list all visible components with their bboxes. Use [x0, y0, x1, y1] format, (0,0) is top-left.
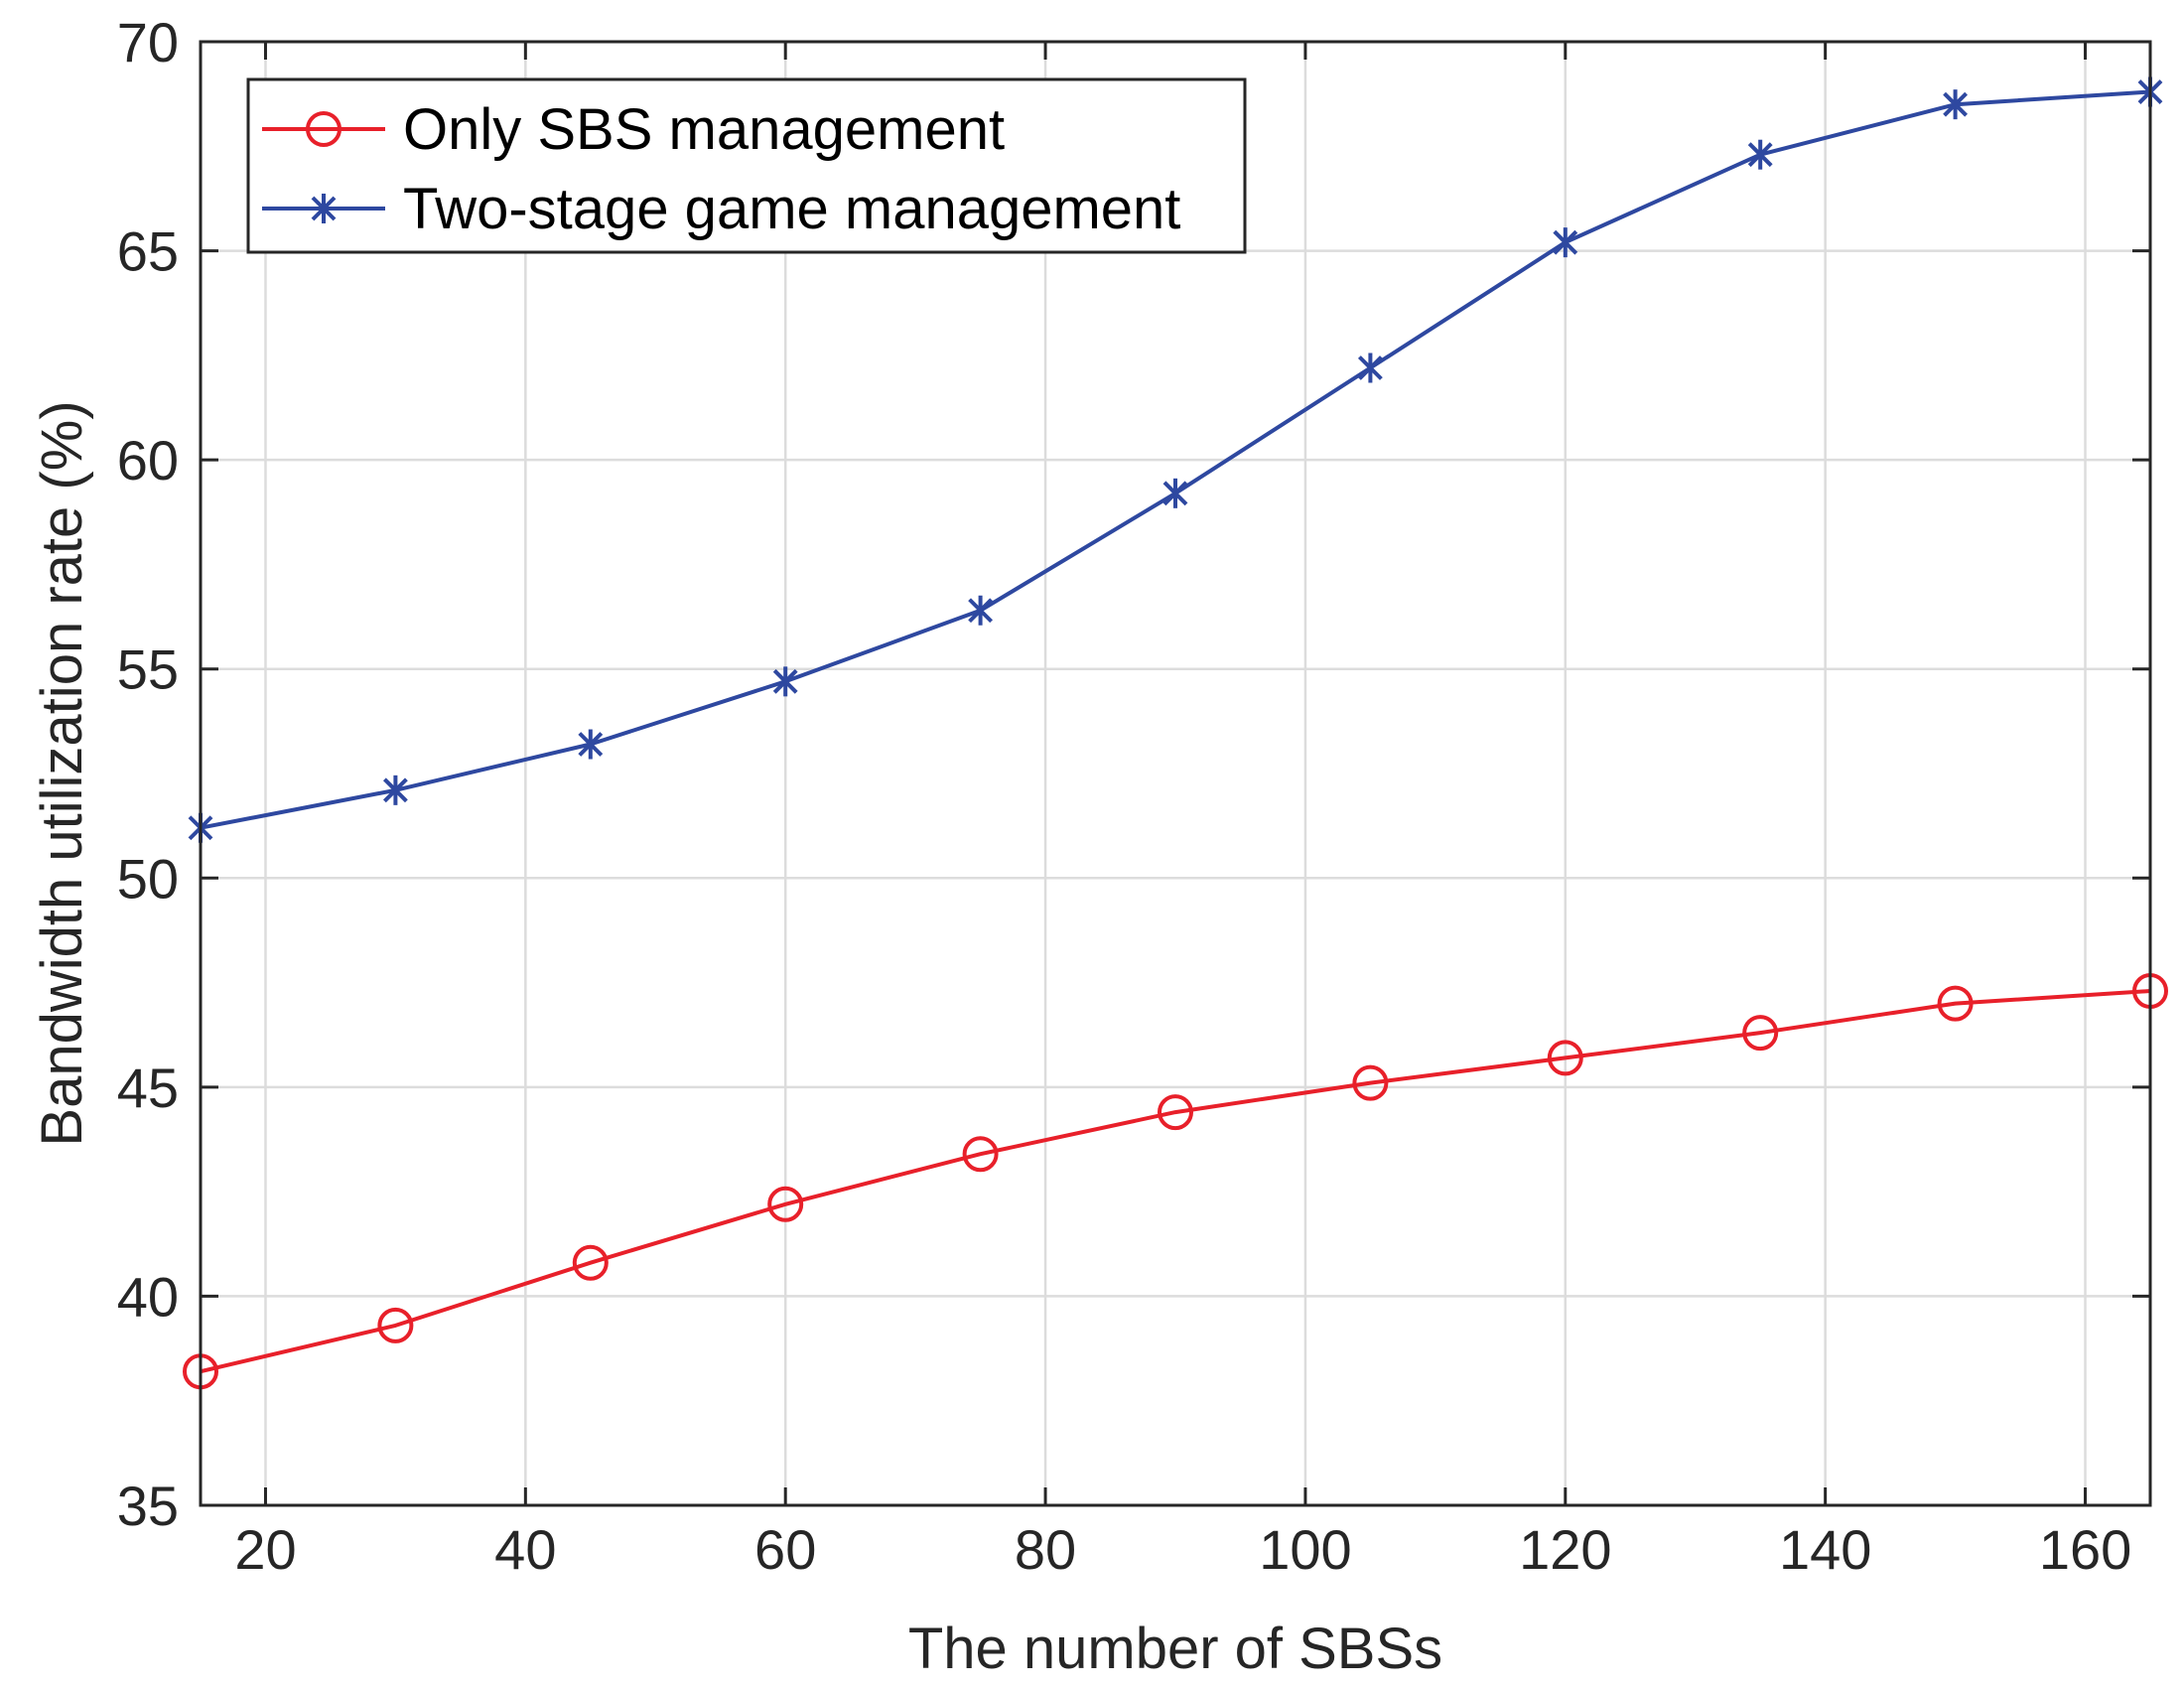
data-point-series-1 — [968, 595, 994, 626]
x-tick-label: 120 — [1519, 1518, 1611, 1581]
data-point-series-1 — [1553, 227, 1578, 258]
legend: Only SBS management Two-stage game manag… — [246, 77, 1247, 254]
series-layer — [183, 76, 2168, 1390]
y-tick-label: 65 — [117, 220, 179, 283]
data-point-series-1 — [578, 729, 604, 760]
x-tick-label: 100 — [1259, 1518, 1351, 1581]
series-line-0 — [200, 989, 2151, 1374]
y-tick-label: 45 — [117, 1056, 179, 1119]
legend-entry-only-sbs: Only SBS management — [403, 97, 1005, 162]
y-tick-label: 50 — [117, 847, 179, 910]
y-tick-label: 35 — [117, 1475, 179, 1537]
x-tick-label: 80 — [1015, 1518, 1076, 1581]
data-point-series-1 — [1747, 139, 1773, 170]
data-point-series-1 — [772, 666, 798, 697]
legend-entry-two-stage: Two-stage game management — [403, 177, 1180, 241]
data-point-series-0 — [962, 1136, 999, 1173]
y-tick-label: 60 — [117, 429, 179, 492]
x-tick-label: 140 — [1779, 1518, 1871, 1581]
data-point-series-0 — [572, 1244, 609, 1281]
y-axis-label: Bandwidth utilization rate (%) — [30, 400, 94, 1146]
y-tick-label: 55 — [117, 638, 179, 701]
plot-frame — [199, 40, 2152, 1507]
x-tick-label: 160 — [2039, 1518, 2131, 1581]
data-point-series-1 — [1943, 89, 1969, 120]
x-axis-label: The number of SBSs — [908, 1617, 1442, 1681]
legend-marker-two-stage — [311, 194, 337, 223]
data-point-series-0 — [377, 1307, 414, 1343]
data-point-series-0 — [1547, 1040, 1583, 1076]
legend-marker-glyph — [306, 111, 341, 147]
legend-marker-glyph — [311, 194, 337, 223]
y-tick-label: 70 — [117, 11, 179, 73]
y-tick-label: 40 — [117, 1265, 179, 1328]
tick-labels: 20 40 60 80 100 120 140 160 35 40 45 50 55 60 65 70 — [117, 11, 2132, 1581]
x-tick-label: 60 — [754, 1518, 816, 1581]
x-tick-label: 20 — [234, 1518, 296, 1581]
data-point-series-1 — [1162, 478, 1188, 508]
data-point-series-0 — [1742, 1015, 1779, 1052]
data-point-series-1 — [1357, 352, 1383, 383]
data-point-series-0 — [767, 1186, 804, 1222]
legend-marker-only-sbs — [306, 111, 341, 147]
data-point-series-0 — [1352, 1064, 1389, 1101]
legend-box — [246, 77, 1247, 254]
x-tick-label: 40 — [494, 1518, 556, 1581]
data-point-series-0 — [1937, 985, 1974, 1022]
data-point-series-0 — [1158, 1094, 1193, 1131]
data-point-series-1 — [382, 775, 408, 805]
axes — [199, 40, 2152, 1507]
